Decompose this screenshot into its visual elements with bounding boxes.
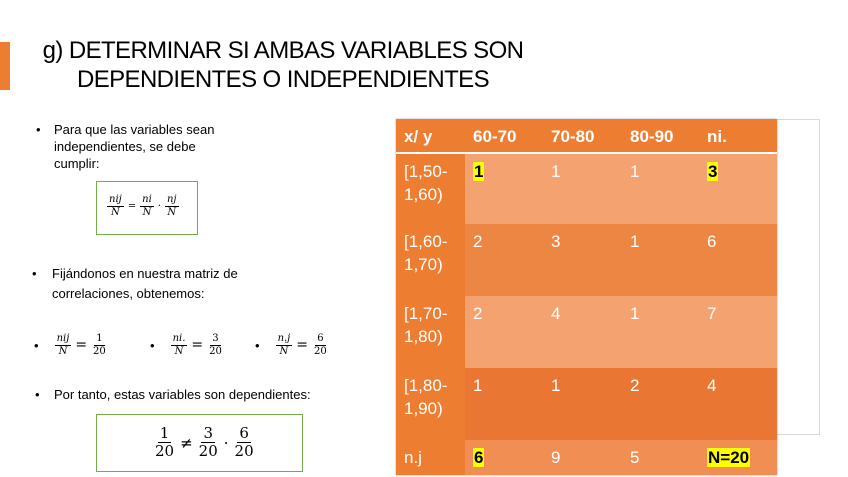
independence-formula: nij N = ni N · nj N [107,194,179,218]
value-num: 1 [94,333,105,346]
conclusion-formula: 1 20 ≠ 3 20 · 6 20 [153,424,256,461]
row-label: [1,50-1,60) [396,153,465,224]
header-cell: ni. [699,119,777,154]
table-cell: 2 [622,368,699,440]
row-label: [1,60-1,70) [396,224,465,296]
formula-den: N [111,206,120,218]
formula-den: N [167,206,177,218]
formula-num-nj: nj [164,194,179,207]
table-cell: 6 [465,440,543,475]
conclusion-formula-box: 1 20 ≠ 3 20 · 6 20 [96,414,303,472]
table-header-row: x/ y 60-70 70-80 80-90 ni. [396,119,777,154]
table-cell: 2 [465,224,543,296]
bullet-text: Por tanto, estas variables son dependien… [54,387,311,402]
table-cell: 1 [543,153,622,224]
value-den: 20 [93,345,106,357]
value-equals: = [75,337,88,353]
table-cell: 3 [543,224,622,296]
table-row: [1,80-1,90) 1 1 2 4 [396,368,777,440]
value-equals: = [191,337,204,353]
conclusion-num: 1 [157,424,172,444]
value-num: nij [54,333,72,346]
value-den: N [58,345,68,357]
bullet-independence-condition: • Para que las variables sean independie… [36,121,236,172]
bullet-dot: • [32,266,37,281]
table-cell: 4 [543,296,622,368]
value-ni: • ni. N = 3 20 [150,333,224,357]
highlighted-value: N=20 [707,448,751,467]
table-cell: 1 [543,368,622,440]
table-cell: 1 [622,224,699,296]
title-line-1: g) DETERMINAR SI AMBAS VARIABLES SON [42,37,524,64]
conclusion-den: 20 [198,442,218,461]
value-num: 6 [315,333,326,346]
value-nj: • n.j N = 6 20 [255,333,329,357]
table-row: [1,50-1,60) 1 1 1 3 [396,153,777,224]
value-num: 3 [210,333,221,346]
value-nij: • nij N = 1 20 [34,333,108,357]
bullet-dot: • [255,337,260,353]
table-cell: 4 [699,368,777,440]
multiplication-dot: · [223,433,229,452]
bullet-dot: • [35,387,40,402]
conclusion-den: 20 [234,442,254,461]
table-cell: 9 [543,440,622,475]
bullet-text: Fijándonos en nuestra matriz de correlac… [52,266,238,301]
header-cell: 80-90 [622,119,699,154]
header-cell: x/ y [396,119,465,154]
title-line-2: DEPENDIENTES O INDEPENDIENTES [76,66,490,93]
bullet-dot: • [34,337,39,353]
table-cell: 7 [699,296,777,368]
value-num: ni. [170,333,188,346]
formula-equals: = [127,200,137,212]
highlighted-value: 6 [473,448,485,467]
conclusion-num: 3 [201,424,215,444]
value-den: 20 [209,345,222,357]
formula-den: N [142,206,152,218]
row-label: [1,70-1,80) [396,296,465,368]
bullet-conclusion: • Por tanto, estas variables son dependi… [35,386,355,403]
table-cell: 3 [699,153,777,224]
table-totals-row: n.j 6 9 5 N=20 [396,440,777,475]
conclusion-den: 20 [155,442,175,461]
value-num: n.j [275,333,293,346]
table-cell: 1 [622,296,699,368]
highlighted-value: 3 [707,162,719,181]
formula-dot: · [157,200,161,212]
not-equal-sign: ≠ [180,433,193,452]
table-cell: 1 [465,153,543,224]
slide-title: g) DETERMINAR SI AMBAS VARIABLES SON DEP… [0,36,566,94]
conclusion-num: 6 [237,424,251,444]
table-row: [1,70-1,80) 2 4 1 7 [396,296,777,368]
independence-formula-box: nij N = ni N · nj N [96,181,198,235]
correlation-matrix-table: x/ y 60-70 70-80 80-90 ni. [1,50-1,60) 1… [396,119,777,475]
table-row: [1,60-1,70) 2 3 1 6 [396,224,777,296]
value-equals: = [296,337,309,353]
table-cell: 6 [699,224,777,296]
table-cell: 5 [622,440,699,475]
bullet-text: Para que las variables sean independient… [54,122,215,171]
table-cell: 1 [622,153,699,224]
header-cell: 70-80 [543,119,622,154]
table-cell: 2 [465,296,543,368]
row-label: [1,80-1,90) [396,368,465,440]
value-den: 20 [314,345,327,357]
bullet-matrix-reading: • Fijándonos en nuestra matriz de correl… [32,264,282,304]
value-den: N [279,345,289,357]
header-cell: 60-70 [465,119,543,154]
table-cell: 1 [465,368,543,440]
row-label: n.j [396,440,465,475]
bullet-dot: • [150,337,155,353]
formula-num-ni: ni [140,194,154,207]
value-den: N [174,345,184,357]
accent-bar [0,42,10,90]
table-cell: N=20 [699,440,777,475]
formula-num-nij: nij [107,194,124,207]
bullet-dot: • [36,122,41,137]
highlighted-value: 1 [473,162,485,181]
